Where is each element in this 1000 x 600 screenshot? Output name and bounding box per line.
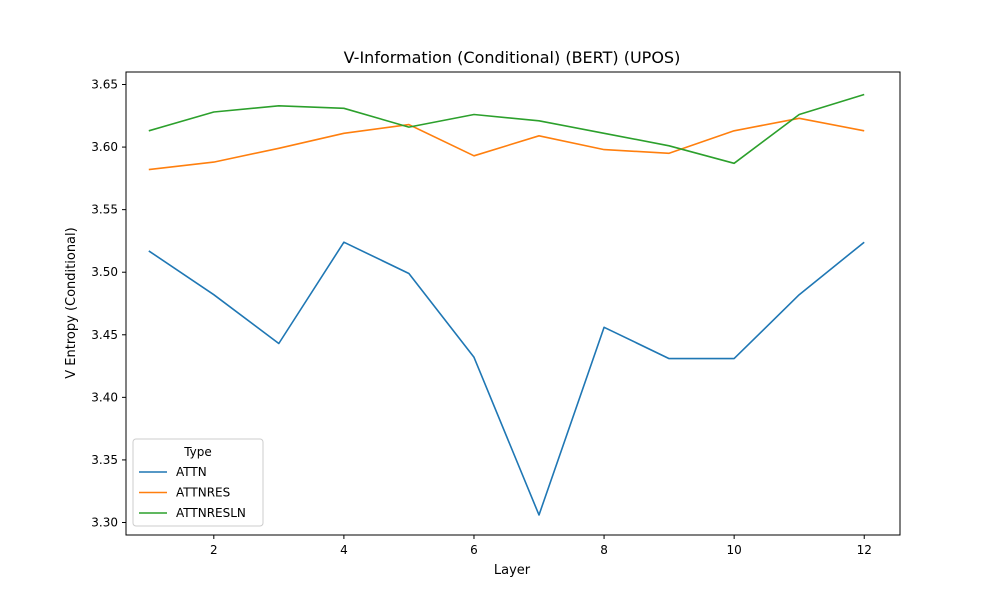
x-tick-label: 10: [727, 543, 742, 557]
y-tick-label: 3.65: [91, 78, 118, 92]
y-tick-label: 3.35: [91, 453, 118, 467]
legend-items: ATTN ATTNRES ATTNRESLN: [139, 465, 246, 520]
x-axis: 2 4 6 8 10 12: [210, 535, 872, 557]
legend-title: Type: [183, 445, 212, 459]
legend-label: ATTN: [176, 465, 207, 479]
plot-frame: [125, 71, 901, 536]
x-tick-label: 2: [210, 543, 218, 557]
legend-label: ATTNRES: [176, 486, 230, 500]
plot-lines: [148, 93, 865, 516]
y-tick-label: 3.40: [91, 390, 118, 404]
x-tick-label: 8: [600, 543, 608, 557]
y-axis-label: V Entropy (Conditional): [64, 227, 79, 378]
x-axis-label: Layer: [494, 563, 531, 578]
y-tick-label: 3.55: [91, 203, 118, 217]
chart-title: V-Information (Conditional) (BERT) (UPOS…: [344, 48, 681, 67]
y-tick-label: 3.50: [91, 265, 118, 279]
legend: Type ATTN ATTNRES ATTNRESLN: [132, 438, 264, 527]
y-axis: 3.30 3.35 3.40 3.45 3.50 3.55 3.60 3.65: [91, 78, 126, 529]
y-tick-label: 3.45: [91, 328, 118, 342]
x-tick-label: 12: [857, 543, 872, 557]
legend-box: [132, 438, 264, 527]
x-tick-label: 6: [470, 543, 478, 557]
y-tick-label: 3.30: [91, 515, 118, 529]
series-line-attnres: [148, 117, 865, 171]
x-tick-label: 4: [340, 543, 348, 557]
series-line-attnresln: [148, 93, 865, 165]
series-line-attn: [148, 241, 865, 516]
legend-label: ATTNRESLN: [176, 506, 246, 520]
y-tick-label: 3.60: [91, 140, 118, 154]
